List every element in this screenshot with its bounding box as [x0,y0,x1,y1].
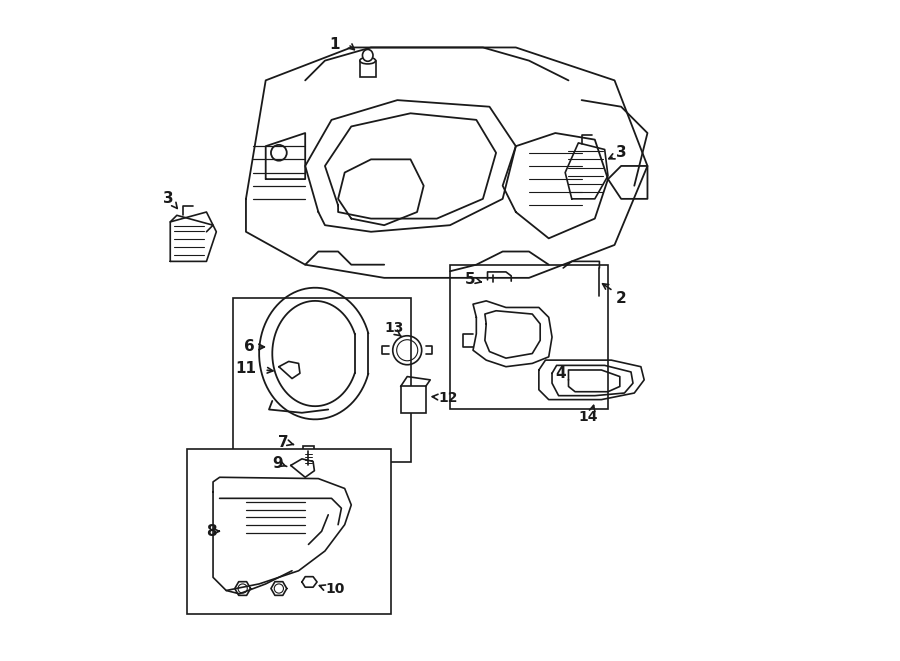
Text: 2: 2 [616,292,626,307]
Text: 13: 13 [384,321,404,335]
Text: 1: 1 [329,36,340,52]
Bar [400,387,426,412]
Ellipse shape [363,50,373,61]
Bar [186,449,391,613]
Text: 8: 8 [206,524,217,539]
Text: 4: 4 [555,366,566,381]
Bar [303,446,314,451]
Bar [450,264,608,409]
Bar [233,297,410,462]
Text: 10: 10 [325,582,345,596]
Text: 9: 9 [272,456,283,471]
Text: 11: 11 [236,361,256,376]
Text: 5: 5 [464,272,475,287]
Text: 14: 14 [579,410,598,424]
Text: 12: 12 [438,391,458,405]
Bar [563,268,599,295]
Text: 6: 6 [244,340,255,354]
Text: 7: 7 [278,435,289,450]
Text: 3: 3 [616,145,626,160]
Ellipse shape [360,58,375,64]
Text: 3: 3 [163,191,174,206]
Bar [360,61,375,77]
